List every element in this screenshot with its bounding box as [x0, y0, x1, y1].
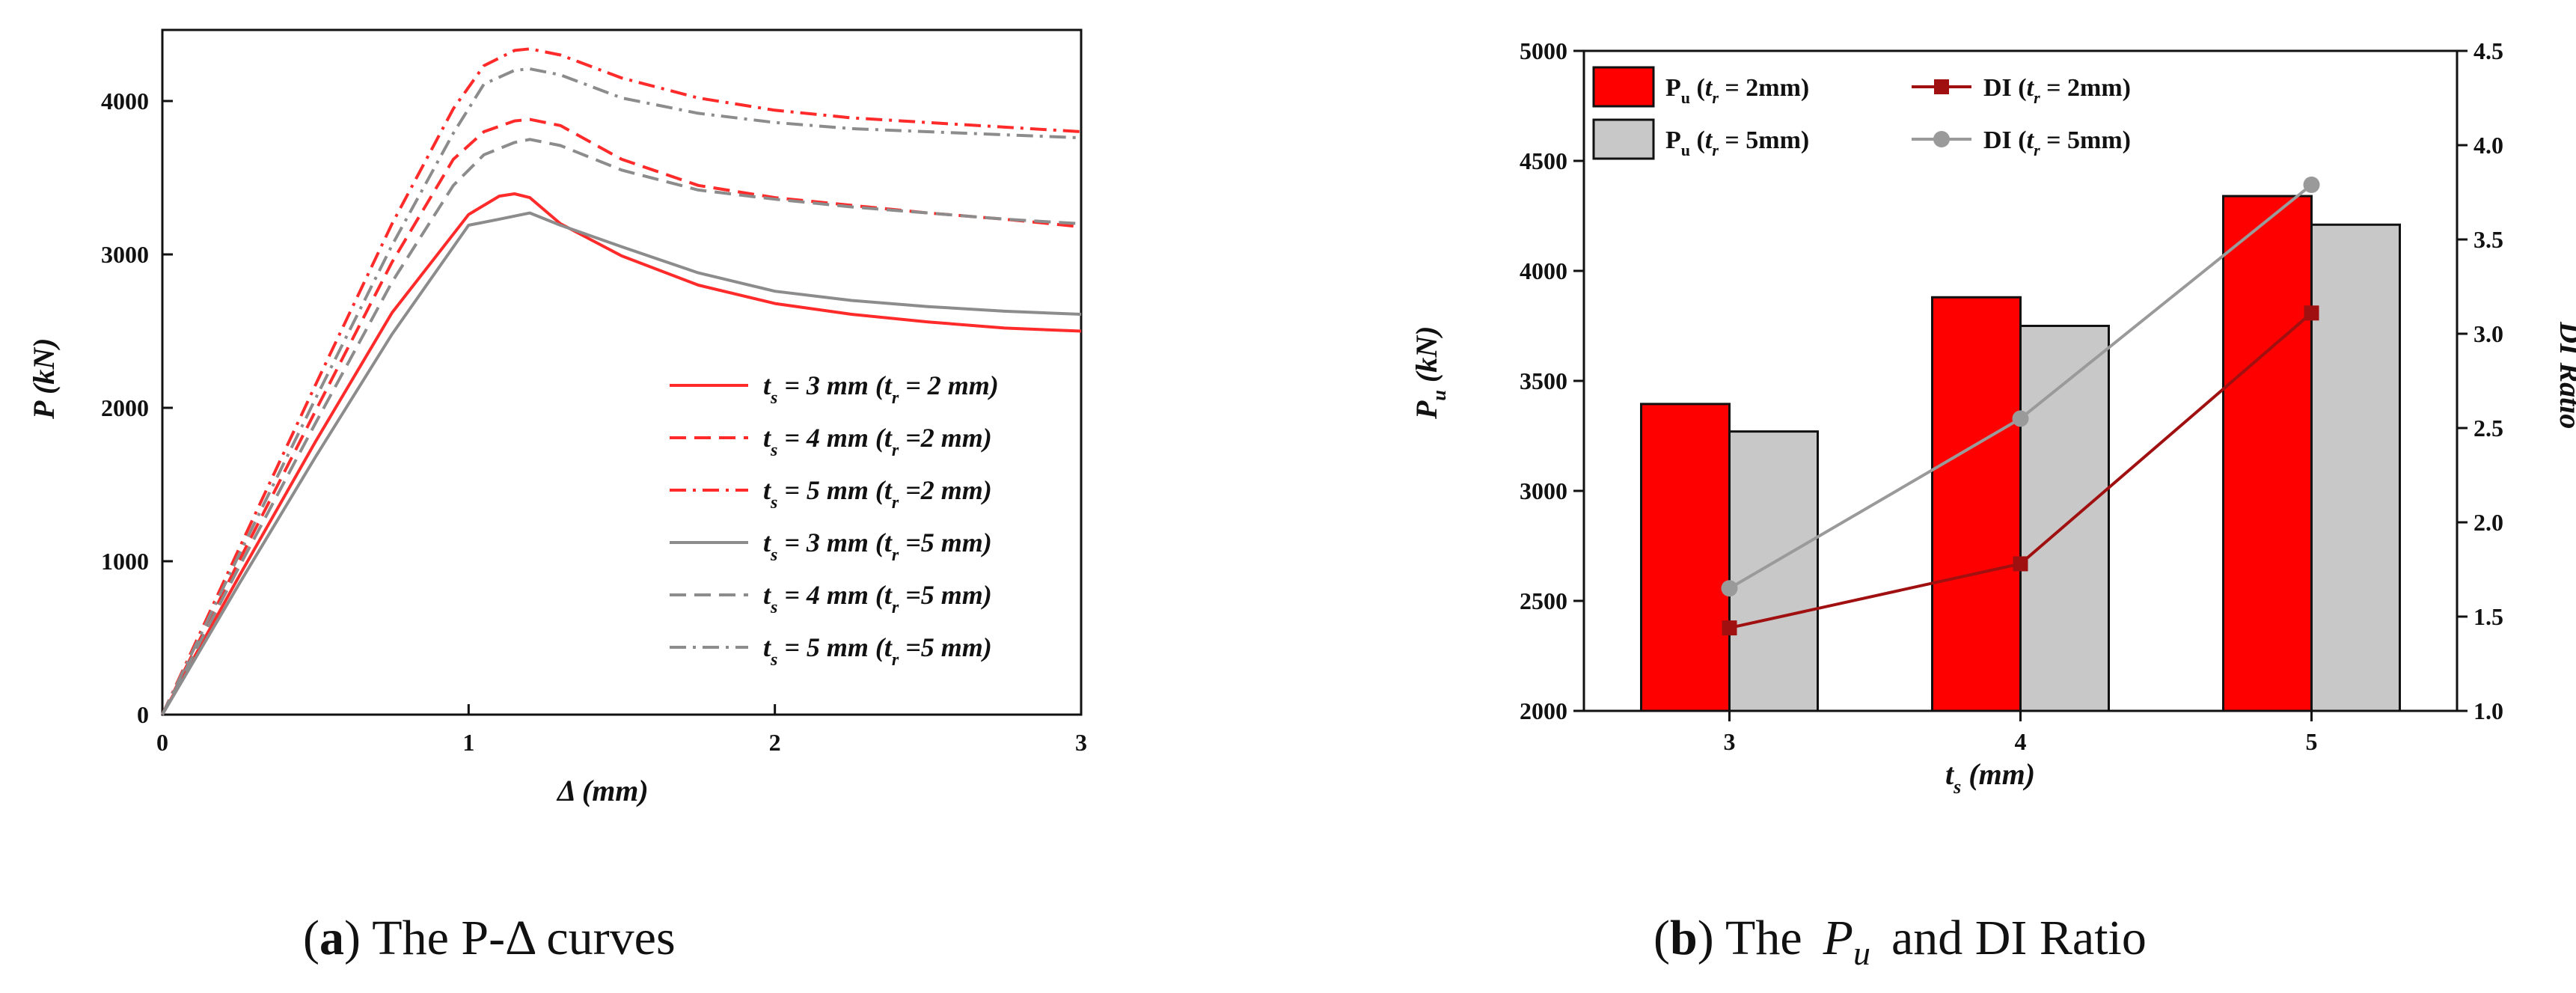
panel-a-curve-2 — [161, 117, 1082, 715]
panel-b-right-tick-label: 3.0 — [2473, 320, 2503, 347]
panel-b-y-tick-label: 4500 — [1520, 147, 1567, 174]
panel-b-bar-tr2-ts5 — [2222, 195, 2313, 712]
panel-a-legend-label-2: ts = 4 mm (tr =2 mm) — [763, 423, 992, 460]
panel-a-x-tick-label: 2 — [769, 729, 781, 756]
panel-b-legend-label-pu-tr2: Pu (tr = 2mm) — [1665, 74, 1809, 107]
panel-a-y-tick-label: 1000 — [101, 548, 149, 575]
panel-b-di-marker-tr5-ts4 — [2012, 410, 2029, 427]
panel-b-y-axis-label: Pu (kN) — [1410, 326, 1450, 420]
panel-b-legend-marker-di-tr2 — [1934, 79, 1949, 94]
panel-b-y-tick-label: 5000 — [1520, 37, 1567, 64]
panel-a-y-tick-label: 2000 — [101, 394, 149, 421]
panel-b-y-tick-label: 3000 — [1520, 477, 1567, 504]
panel-b-di-marker-tr5-ts5 — [2303, 176, 2320, 193]
panel-a-legend-label-3: ts = 5 mm (tr =2 mm) — [763, 475, 992, 513]
panel-a-legend-label-1: ts = 3 mm (tr = 2 mm) — [763, 370, 999, 408]
panel-b-di-marker-tr2-ts4 — [2013, 556, 2028, 572]
panel-b-y-tick-label: 2000 — [1520, 697, 1567, 724]
panel-a-legend-label-6: ts = 5 mm (tr =5 mm) — [763, 632, 992, 670]
panel-b-di-marker-tr5-ts3 — [1721, 580, 1738, 597]
panel-a-curve-5 — [161, 138, 1082, 715]
panel-a-legend: ts = 3 mm (tr = 2 mm) ts = 4 mm (tr =2 mm… — [670, 370, 999, 670]
panel-b-legend: Pu (tr = 2mm) Pu (tr = 5mm) DI (tr = 2mm) D… — [1592, 66, 2131, 160]
panel-b-right-axis-label: DI Ratio — [2554, 321, 2576, 429]
panel-a-y-axis-label: P (kN) — [27, 338, 61, 420]
panel-b-legend-swatch-pu-tr5 — [1592, 118, 1655, 160]
panel-a-plot-frame — [161, 28, 1083, 716]
panel-b-legend-marker-di-tr5 — [1933, 131, 1950, 147]
panel-b-y-tick-label: 4000 — [1520, 257, 1567, 284]
panel-b-x-tick-label: 3 — [1724, 728, 1736, 755]
panel-a-line-chart: 0 1 2 3 0 1000 2000 3000 4000 Δ (mm) P (kN) ts =… — [27, 28, 1087, 965]
panel-b-bar-tr5-ts3 — [1728, 430, 1819, 712]
panel-b-legend-label-di-tr2: DI (tr = 2mm) — [1983, 74, 2131, 107]
panel-b-right-tick-label: 2.5 — [2473, 415, 2503, 441]
panel-a-x-axis-label: Δ (mm) — [556, 774, 649, 807]
panel-b-di-marker-tr2-ts3 — [1722, 620, 1737, 636]
panel-b-right-tick-label: 1.5 — [2473, 603, 2503, 630]
panel-b-right-tick-label: 3.5 — [2473, 226, 2503, 253]
panel-b-x-tick-label: 5 — [2306, 728, 2318, 755]
panel-a-x-tick-label: 0 — [156, 729, 168, 756]
panel-b-bar-tr5-ts5 — [2310, 223, 2401, 712]
panel-b-right-tick-label: 4.0 — [2473, 132, 2503, 159]
panel-b-legend-label-di-tr5: DI (tr = 5mm) — [1983, 126, 2131, 159]
panel-b-bar-tr5-ts4 — [2019, 325, 2110, 712]
panel-b-y-tick-label: 3500 — [1520, 367, 1567, 394]
panel-b-right-tick-label: 4.5 — [2473, 37, 2503, 64]
panel-a-legend-label-4: ts = 3 mm (tr =5 mm) — [763, 528, 992, 565]
panel-b-x-tick-label: 4 — [2015, 728, 2027, 755]
panel-a-curve-6 — [161, 67, 1082, 715]
panel-a-y-tick-label: 3000 — [101, 241, 149, 268]
panel-b-caption: (b) The Pu and DI Ratio — [1653, 911, 2147, 972]
panel-a-legend-label-5: ts = 4 mm (tr =5 mm) — [763, 580, 992, 617]
panel-b-right-tick-label: 2.0 — [2473, 509, 2503, 536]
panel-b-x-axis-label: ts (mm) — [1945, 757, 2035, 798]
panel-b-bar-tr2-ts3 — [1640, 403, 1731, 712]
panel-b-legend-swatch-pu-tr2 — [1592, 66, 1655, 108]
panel-a-curve-3 — [161, 47, 1082, 715]
panel-a-y-tick-label: 4000 — [101, 88, 149, 114]
panel-b-y-tick-label: 2500 — [1520, 587, 1567, 614]
panel-a-x-tick-label: 1 — [462, 729, 474, 756]
panel-a-curve-1 — [161, 192, 1082, 715]
panel-b-right-tick-label: 1.0 — [2473, 697, 2503, 724]
panel-b-bar-chart: 2000 2500 3000 3500 4000 4500 5000 1.0 1.5 2.0 2.5… — [1410, 37, 2576, 972]
panel-a-caption: (a) The P-Δ curves — [303, 911, 676, 965]
panel-b-bar-tr2-ts4 — [1931, 296, 2022, 712]
panel-a-curve-4 — [161, 211, 1082, 716]
panel-b-di-marker-tr2-ts5 — [2304, 305, 2319, 321]
panel-a-x-tick-label: 3 — [1075, 729, 1087, 756]
panel-b-legend-label-pu-tr5: Pu (tr = 5mm) — [1665, 126, 1809, 159]
panel-a-y-tick-label: 0 — [137, 701, 149, 728]
